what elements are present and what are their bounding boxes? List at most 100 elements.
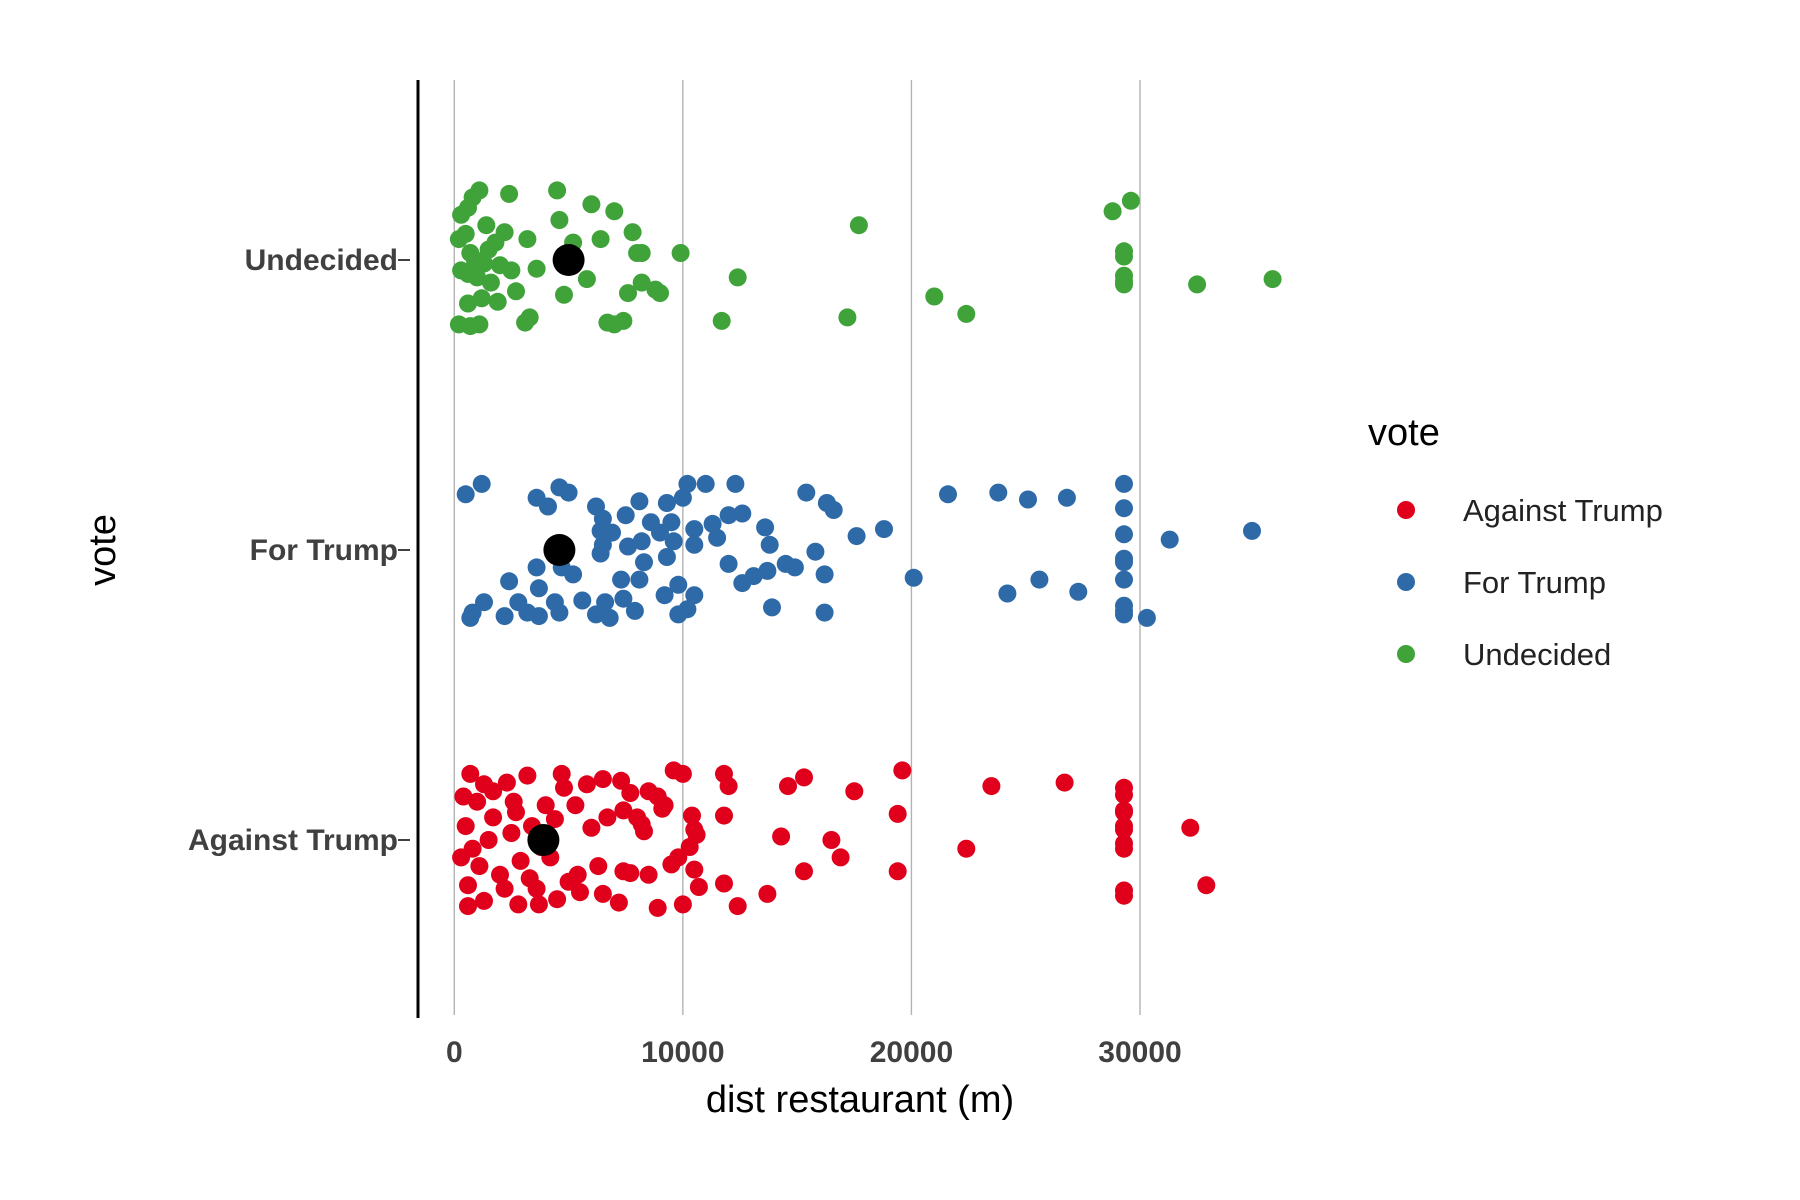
- data-point: [504, 792, 523, 811]
- y-tick-label: Undecided: [245, 244, 398, 277]
- data-point: [456, 224, 475, 243]
- data-point: [1121, 191, 1140, 210]
- data-point: [715, 806, 733, 825]
- data-point: [678, 474, 697, 493]
- data-point: [527, 558, 546, 577]
- legend-key: [1397, 501, 1415, 519]
- data-points: [449, 181, 1282, 917]
- data-point: [1030, 570, 1049, 589]
- data-point: [456, 485, 475, 504]
- data-point: [1115, 820, 1133, 839]
- x-axis-ticks: 0 10000 20000 30000: [446, 1036, 1182, 1069]
- data-point: [758, 561, 777, 580]
- data-point: [491, 256, 509, 275]
- data-point: [1115, 525, 1133, 544]
- data-point: [470, 857, 489, 876]
- data-point: [555, 778, 573, 797]
- data-point: [582, 195, 601, 214]
- data-point: [630, 570, 649, 589]
- data-point: [454, 787, 473, 806]
- data-point: [1160, 530, 1179, 549]
- data-point: [1115, 474, 1133, 493]
- data-point: [696, 474, 715, 493]
- data-point: [756, 518, 775, 537]
- x-tick-label: 10000: [641, 1036, 724, 1069]
- data-point: [609, 893, 628, 912]
- data-point: [456, 817, 475, 836]
- data-point: [593, 770, 612, 789]
- data-point: [589, 857, 608, 876]
- data-point: [689, 878, 708, 896]
- data-point: [475, 254, 493, 273]
- data-point: [612, 570, 631, 589]
- data-point: [904, 568, 923, 587]
- data-point: [484, 782, 503, 801]
- data-point: [452, 848, 471, 867]
- data-point: [1057, 488, 1076, 507]
- data-point: [795, 768, 813, 787]
- data-point: [587, 605, 605, 624]
- data-point: [1115, 886, 1133, 905]
- data-point: [529, 895, 548, 914]
- legend: vote Against Trump For Trump Undecided: [1368, 412, 1663, 672]
- legend-label: Undecided: [1463, 637, 1611, 672]
- data-point: [573, 591, 592, 610]
- data-point: [550, 478, 569, 497]
- data-point: [571, 883, 589, 902]
- data-point: [1243, 521, 1261, 540]
- data-point: [1115, 803, 1133, 822]
- data-point: [982, 777, 1001, 796]
- data-point: [459, 876, 477, 895]
- data-point: [653, 799, 672, 818]
- data-point: [669, 575, 688, 594]
- data-point: [888, 804, 907, 823]
- data-point: [726, 474, 745, 493]
- data-point: [479, 831, 498, 849]
- x-axis-title: dist restaurant (m): [706, 1079, 1014, 1121]
- data-point: [651, 284, 669, 303]
- data-point: [719, 506, 738, 525]
- data-point: [719, 554, 738, 573]
- data-point: [591, 544, 610, 563]
- data-point: [1263, 270, 1282, 289]
- mean-marker: [552, 244, 585, 276]
- data-point: [468, 792, 487, 811]
- data-point: [491, 865, 509, 884]
- data-point: [472, 289, 491, 308]
- data-point: [797, 483, 816, 502]
- data-point: [468, 268, 487, 287]
- data-point: [520, 869, 539, 888]
- data-point: [685, 535, 704, 554]
- data-point: [685, 586, 704, 605]
- data-point: [621, 784, 640, 802]
- data-point: [685, 860, 704, 879]
- mean-marker: [527, 824, 560, 856]
- data-point: [497, 773, 516, 792]
- data-point: [772, 827, 791, 846]
- data-point: [939, 485, 957, 504]
- y-tick-label: Against Trump: [188, 824, 398, 857]
- data-point: [461, 764, 480, 783]
- data-point: [635, 553, 653, 572]
- data-point: [925, 287, 944, 306]
- data-point: [630, 492, 649, 511]
- data-point: [1137, 608, 1156, 627]
- data-point: [655, 586, 674, 605]
- data-point: [488, 292, 507, 311]
- data-point: [657, 548, 676, 566]
- data-point: [815, 565, 834, 584]
- data-point: [619, 537, 637, 556]
- data-point: [957, 304, 976, 323]
- data-point: [1115, 839, 1133, 858]
- data-point: [539, 497, 557, 516]
- data-point: [614, 589, 633, 608]
- data-point: [733, 574, 752, 593]
- data-point: [536, 796, 555, 815]
- data-point: [639, 865, 658, 884]
- data-point: [822, 831, 841, 849]
- data-point: [1115, 785, 1133, 804]
- data-point: [507, 282, 525, 301]
- data-point: [550, 211, 569, 229]
- data-point: [612, 771, 631, 790]
- data-point: [760, 535, 779, 554]
